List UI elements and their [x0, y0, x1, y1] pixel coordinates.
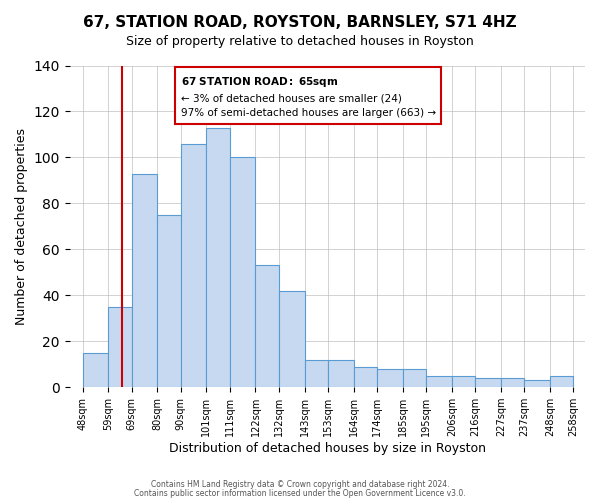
Bar — [377, 369, 403, 387]
Bar — [83, 353, 108, 387]
Bar — [108, 307, 131, 387]
Text: Size of property relative to detached houses in Royston: Size of property relative to detached ho… — [126, 35, 474, 48]
Bar — [181, 144, 206, 387]
Bar — [426, 376, 452, 387]
Bar — [206, 128, 230, 387]
Bar — [328, 360, 353, 387]
Bar — [279, 290, 305, 387]
Text: 67, STATION ROAD, ROYSTON, BARNSLEY, S71 4HZ: 67, STATION ROAD, ROYSTON, BARNSLEY, S71… — [83, 15, 517, 30]
Text: $\bf{67\ STATION\ ROAD:\ 65sqm}$
← 3% of detached houses are smaller (24)
97% of: $\bf{67\ STATION\ ROAD:\ 65sqm}$ ← 3% of… — [181, 74, 436, 118]
Y-axis label: Number of detached properties: Number of detached properties — [15, 128, 28, 325]
Bar — [256, 266, 279, 387]
Bar — [501, 378, 524, 387]
Bar — [452, 376, 475, 387]
Bar — [230, 158, 256, 387]
Bar — [353, 366, 377, 387]
Bar — [550, 376, 574, 387]
Bar — [305, 360, 328, 387]
Bar — [131, 174, 157, 387]
Text: Contains HM Land Registry data © Crown copyright and database right 2024.: Contains HM Land Registry data © Crown c… — [151, 480, 449, 489]
Bar — [403, 369, 426, 387]
Text: Contains public sector information licensed under the Open Government Licence v3: Contains public sector information licen… — [134, 489, 466, 498]
Bar — [475, 378, 501, 387]
X-axis label: Distribution of detached houses by size in Royston: Distribution of detached houses by size … — [169, 442, 486, 455]
Bar — [157, 215, 181, 387]
Bar — [524, 380, 550, 387]
